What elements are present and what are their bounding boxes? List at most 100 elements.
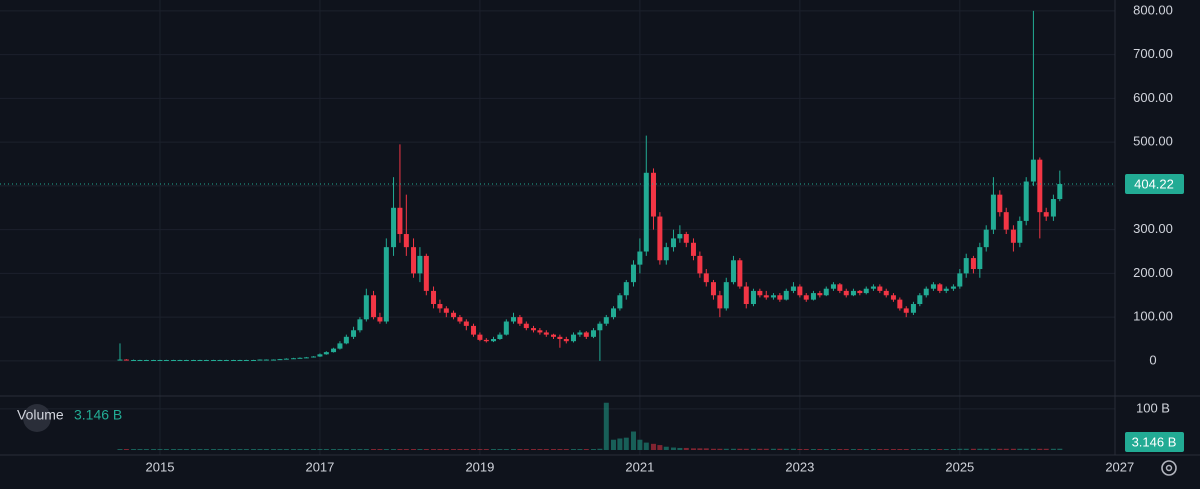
volume-bar	[690, 448, 696, 450]
volume-bar	[451, 449, 457, 450]
candle-body	[311, 356, 317, 358]
volume-bar	[923, 449, 929, 450]
candle-body	[443, 308, 449, 313]
candle-body	[677, 234, 683, 239]
candle-body	[617, 295, 623, 309]
candle-body	[743, 286, 749, 305]
candle-body	[463, 321, 469, 326]
x-tick-label: 2019	[465, 459, 494, 474]
volume-bar	[1037, 448, 1043, 450]
candle-body	[790, 286, 796, 291]
candle-body	[563, 339, 569, 342]
volume-bar	[257, 449, 263, 450]
candle-body	[423, 255, 429, 291]
volume-bar	[131, 449, 137, 450]
volume-bar	[577, 449, 583, 450]
candle-body	[577, 332, 583, 335]
candle-body	[637, 251, 643, 265]
candle-body	[883, 290, 889, 296]
candle-body	[730, 260, 736, 283]
volume-bar	[590, 449, 596, 450]
candle-body	[777, 295, 783, 300]
candle-body	[323, 352, 329, 355]
candle-body	[723, 282, 729, 309]
candle-body	[123, 359, 129, 361]
candle-body	[1050, 199, 1056, 217]
candle-body	[890, 295, 896, 300]
candle-body	[910, 304, 916, 313]
candle-body	[597, 323, 603, 331]
candle-body	[303, 357, 309, 359]
candle-body	[710, 282, 716, 296]
volume-bar	[877, 449, 883, 450]
volume-bar	[917, 449, 923, 450]
candle-body	[1037, 159, 1043, 213]
volume-bar	[570, 449, 576, 450]
volume-bar	[417, 449, 423, 450]
volume-bar	[990, 448, 996, 450]
volume-bar	[177, 449, 183, 450]
candle-body	[511, 317, 517, 322]
volume-bar	[803, 449, 809, 450]
grid	[0, 0, 1115, 455]
logo[interactable]	[23, 404, 51, 432]
volume-bar	[703, 448, 709, 450]
candle-body	[457, 317, 463, 322]
volume-bar	[491, 449, 497, 450]
volume-legend-value: 3.146 B	[74, 407, 122, 423]
volume-bar	[610, 439, 616, 450]
volume-bar	[277, 449, 283, 450]
candle-body	[917, 295, 923, 305]
volume-bar	[551, 449, 557, 450]
axes: 0100.00200.00300.00400.00500.00600.00700…	[146, 2, 1184, 474]
candle-body	[277, 359, 283, 361]
volume-bar	[643, 442, 649, 450]
volume-bar	[211, 449, 217, 450]
candle-body	[411, 247, 417, 274]
candle-body	[171, 360, 177, 362]
candle-body	[770, 295, 776, 298]
volume-bar	[790, 448, 796, 450]
volume-bar	[351, 449, 357, 450]
y-tick-label: 600.00	[1133, 90, 1173, 105]
candle-body	[1043, 212, 1049, 217]
volume-bar	[710, 448, 716, 450]
volume-bar	[203, 449, 209, 450]
volume-bar	[431, 449, 437, 450]
volume-bar	[603, 402, 609, 450]
volume-bar	[123, 449, 129, 450]
volume-bar	[930, 449, 936, 450]
volume-bar	[543, 449, 549, 450]
volume-bar	[750, 448, 756, 450]
candle-body	[237, 360, 243, 362]
volume-bar	[197, 449, 203, 450]
candle-body	[583, 332, 589, 337]
volume-bar	[677, 447, 683, 450]
volume-bar	[463, 449, 469, 450]
volume-bar	[443, 449, 449, 450]
candle-body	[557, 336, 563, 340]
candle-body	[750, 290, 756, 305]
volume-bar	[737, 448, 743, 450]
volume-bar	[1057, 448, 1063, 450]
volume-bar	[910, 449, 916, 450]
candle-body	[803, 295, 809, 300]
settings-icon[interactable]	[1161, 460, 1177, 476]
volume-bar	[870, 449, 876, 450]
volume-bar	[283, 449, 289, 450]
candle-body	[183, 360, 189, 362]
volume-bar	[563, 449, 569, 450]
candle-body	[690, 242, 696, 256]
candle-body	[351, 330, 357, 337]
y-tick-label: 500.00	[1133, 134, 1173, 149]
volume-bar	[977, 448, 983, 450]
candle-body	[683, 234, 689, 243]
candle-body	[650, 172, 656, 217]
volume-bar	[477, 449, 483, 450]
volume-bar	[823, 449, 829, 450]
candle-body	[343, 336, 349, 344]
candle-body	[870, 286, 876, 289]
volume-bar	[950, 449, 956, 450]
volume-bar	[343, 449, 349, 450]
